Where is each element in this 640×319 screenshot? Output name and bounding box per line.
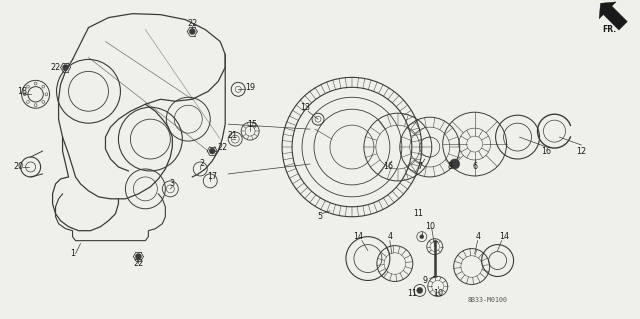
Text: 16: 16 bbox=[541, 146, 552, 156]
Text: 13: 13 bbox=[300, 103, 310, 112]
Text: 14: 14 bbox=[353, 232, 363, 241]
Text: 9: 9 bbox=[422, 276, 428, 285]
Text: 17: 17 bbox=[207, 173, 218, 182]
Text: 21: 21 bbox=[227, 130, 237, 140]
Circle shape bbox=[420, 235, 424, 239]
Text: 20: 20 bbox=[13, 162, 24, 172]
Text: 19: 19 bbox=[245, 83, 255, 92]
Text: 11: 11 bbox=[413, 209, 423, 218]
Text: 8B33-M0100: 8B33-M0100 bbox=[468, 297, 508, 303]
Text: 2: 2 bbox=[200, 160, 205, 168]
Text: 22: 22 bbox=[217, 143, 227, 152]
Text: 14: 14 bbox=[500, 232, 509, 241]
Text: 7: 7 bbox=[417, 162, 422, 172]
Circle shape bbox=[189, 29, 195, 34]
Text: 15: 15 bbox=[247, 120, 257, 129]
Text: 18: 18 bbox=[18, 87, 28, 96]
Text: 1: 1 bbox=[70, 249, 75, 258]
Text: 8: 8 bbox=[447, 162, 452, 172]
Text: 4: 4 bbox=[475, 232, 480, 241]
Text: 16: 16 bbox=[383, 162, 393, 172]
Text: FR.: FR. bbox=[602, 25, 616, 34]
Circle shape bbox=[136, 254, 141, 260]
Text: 3: 3 bbox=[170, 179, 175, 189]
Text: 5: 5 bbox=[317, 212, 323, 221]
Text: 4: 4 bbox=[387, 232, 392, 241]
Circle shape bbox=[417, 287, 423, 293]
Circle shape bbox=[209, 148, 215, 154]
Text: 11: 11 bbox=[407, 289, 417, 298]
Polygon shape bbox=[599, 2, 627, 30]
Circle shape bbox=[450, 159, 460, 169]
Text: 22: 22 bbox=[51, 63, 61, 72]
Text: 6: 6 bbox=[472, 162, 477, 172]
Text: 22: 22 bbox=[133, 259, 143, 268]
Circle shape bbox=[63, 64, 68, 70]
Text: 10: 10 bbox=[425, 222, 435, 231]
Text: 22: 22 bbox=[187, 19, 197, 28]
Text: 12: 12 bbox=[577, 146, 586, 156]
Text: 10: 10 bbox=[433, 289, 443, 298]
